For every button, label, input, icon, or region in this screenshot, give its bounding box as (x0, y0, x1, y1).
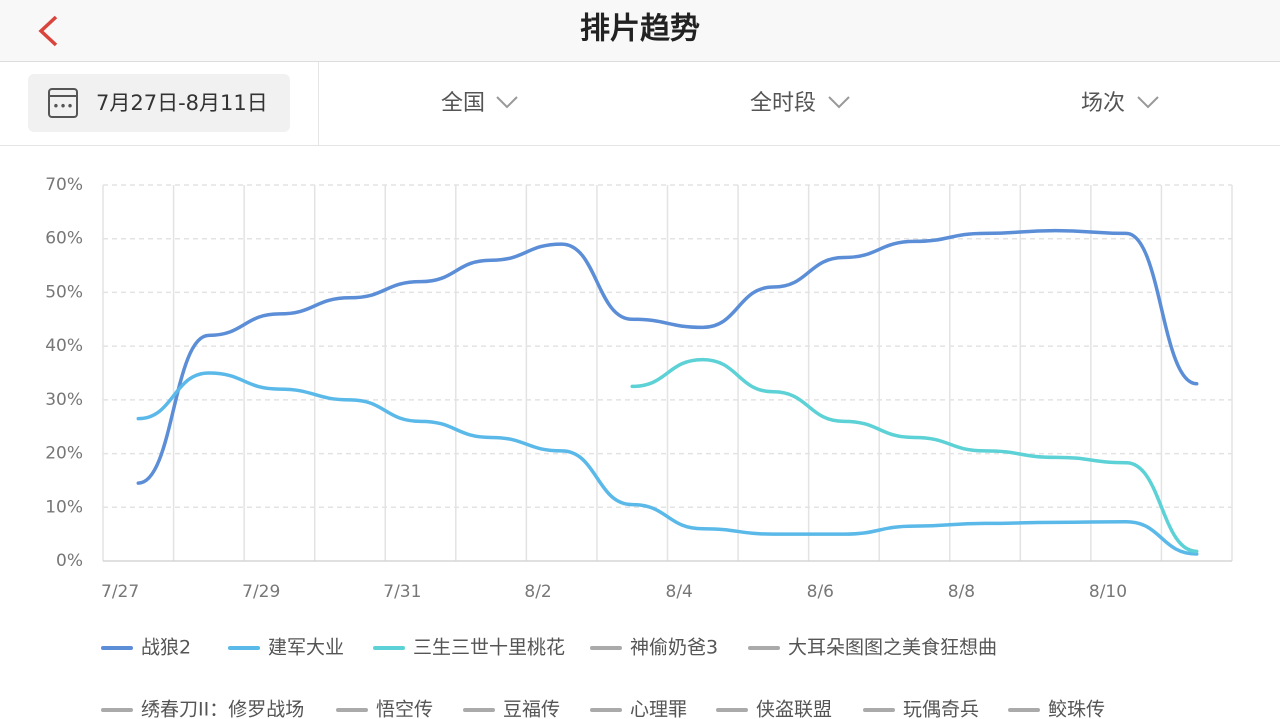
legend-label: 侠盗联盟 (756, 699, 832, 719)
legend-label: 战狼2 (141, 637, 191, 659)
calendar-icon (48, 88, 78, 118)
region-filter[interactable]: 全国 (441, 91, 485, 116)
chevron (828, 96, 850, 109)
series-line (630, 357, 1199, 554)
legend-label: 大耳朵图图之美食狂想曲 (788, 637, 997, 659)
y-tick-label: 40% (45, 336, 83, 356)
legend-label: 三生三世十里桃花 (413, 637, 565, 659)
legend-label: 玩偶奇兵 (903, 699, 979, 719)
legend-label: 鲛珠传 (1048, 699, 1105, 719)
calendar-icon-dots: ••• (52, 100, 73, 114)
header-bg (0, 0, 1280, 61)
x-tick-label: 8/2 (524, 582, 551, 602)
y-tick-label: 30% (45, 390, 83, 410)
metric-filter[interactable]: 场次 (1081, 91, 1125, 116)
legend-label: 豆福传 (503, 699, 560, 719)
x-tick-label: 7/31 (383, 582, 421, 602)
period-filter[interactable]: 全时段 (750, 91, 816, 116)
chevron (1137, 96, 1159, 109)
legend-label: 心理罪 (630, 699, 687, 719)
y-tick-label: 0% (56, 551, 83, 571)
y-tick-label: 20% (45, 444, 83, 464)
legend-label: 绣春刀II：修罗战场 (141, 699, 304, 719)
y-tick-label: 60% (45, 229, 83, 249)
back-button[interactable] (38, 15, 58, 47)
series-line (136, 228, 1199, 485)
x-tick-label: 8/10 (1089, 582, 1127, 602)
x-tick-label: 8/8 (948, 582, 975, 602)
chart: 0% 10% 20% 30% 40% 50% 60% 70% 7/27 7/29 7/31 8/2 8/… (45, 175, 1233, 719)
x-tick-label: 7/29 (242, 582, 280, 602)
y-tick-label: 50% (45, 282, 83, 302)
date-picker[interactable] (28, 74, 290, 132)
x-tick-label: 7/27 (101, 582, 139, 602)
x-tick-label: 8/6 (807, 582, 834, 602)
date-range: 7月27日-8月11日 (96, 91, 268, 115)
page-title: 排片趋势 (580, 12, 700, 47)
y-tick-label: 10% (45, 497, 83, 517)
x-tick-label: 8/4 (666, 582, 693, 602)
legend-label: 建军大业 (268, 637, 344, 659)
series-line (136, 371, 1199, 556)
legend-label: 悟空传 (376, 699, 433, 719)
chevron (496, 96, 518, 109)
legend-label: 神偷奶爸3 (630, 637, 718, 659)
y-tick-label: 70% (45, 175, 83, 195)
